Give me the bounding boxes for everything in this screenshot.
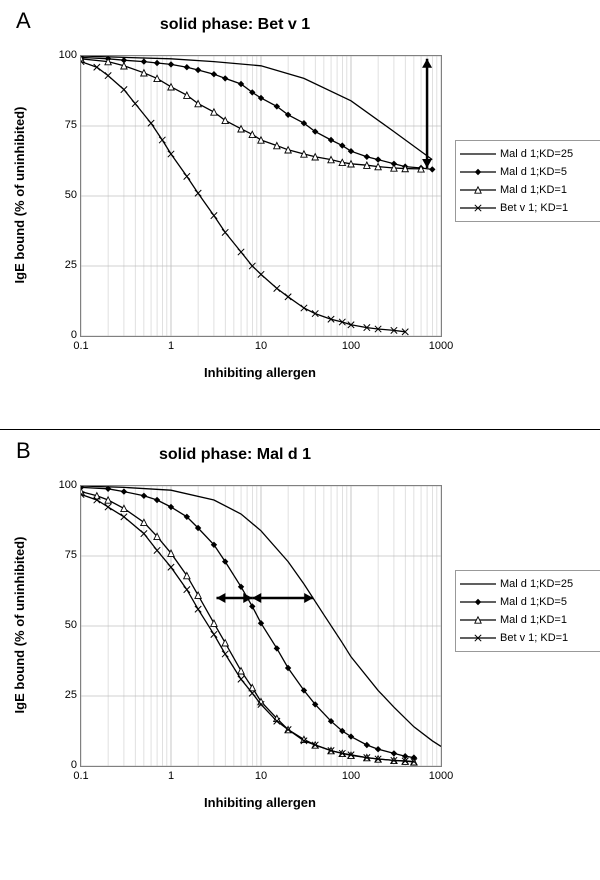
panel-a-ylabel: IgE bound (% of uninhibited) bbox=[12, 55, 32, 335]
panel-b-plot: 02550751000.11101001000 bbox=[80, 485, 442, 767]
panel-b-legend: Mal d 1;KD=25Mal d 1;KD=5Mal d 1;KD=1Bet… bbox=[455, 570, 600, 652]
panel-b-ylabel: IgE bound (% of uninhibited) bbox=[12, 485, 32, 765]
panel-a-title: solid phase: Bet v 1 bbox=[0, 16, 470, 34]
panel-b-title: solid phase: Mal d 1 bbox=[0, 446, 470, 464]
panel-b-xlabel: Inhibiting allergen bbox=[80, 795, 440, 810]
panel-a: A solid phase: Bet v 1 IgE bound (% of u… bbox=[0, 0, 600, 430]
panel-a-plot: 02550751000.11101001000 bbox=[80, 55, 442, 337]
legend-item: Mal d 1;KD=5 bbox=[460, 163, 598, 181]
legend-item: Bet v 1; KD=1 bbox=[460, 199, 598, 217]
legend-item: Bet v 1; KD=1 bbox=[460, 629, 598, 647]
legend-item: Mal d 1;KD=25 bbox=[460, 575, 598, 593]
legend-item: Mal d 1;KD=1 bbox=[460, 611, 598, 629]
legend-item: Mal d 1;KD=25 bbox=[460, 145, 598, 163]
panel-a-xlabel: Inhibiting allergen bbox=[80, 365, 440, 380]
legend-item: Mal d 1;KD=5 bbox=[460, 593, 598, 611]
legend-item: Mal d 1;KD=1 bbox=[460, 181, 598, 199]
panel-b: B solid phase: Mal d 1 IgE bound (% of u… bbox=[0, 430, 600, 880]
panel-a-legend: Mal d 1;KD=25Mal d 1;KD=5Mal d 1;KD=1Bet… bbox=[455, 140, 600, 222]
